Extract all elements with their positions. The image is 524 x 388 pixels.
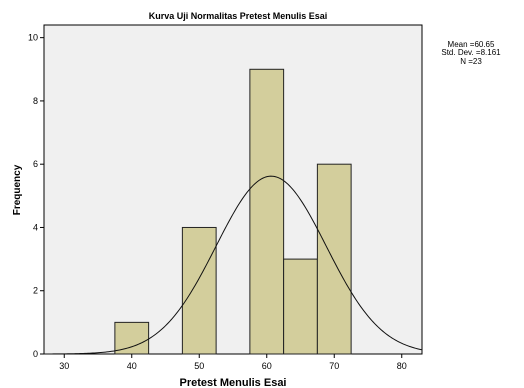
x-tick-label-40: 40 — [127, 361, 137, 371]
x-tick-label-80: 80 — [397, 361, 407, 371]
x-tick-label-30: 30 — [59, 361, 69, 371]
plot-area — [43, 24, 423, 355]
bars — [114, 68, 352, 355]
x-axis-label: Pretest Menulis Esai — [180, 377, 287, 388]
histogram-bar-4 — [283, 258, 318, 355]
y-tick-label-0: 0 — [33, 349, 38, 359]
y-tick-label-8: 8 — [33, 96, 38, 106]
stat-n: N =23 — [460, 57, 482, 66]
normal-curve — [44, 175, 423, 355]
stats-box: Mean =60.65 Std. Dev. =8.161 N =23 — [441, 40, 501, 66]
stat-std-dev: Std. Dev. =8.161 — [441, 48, 501, 57]
histogram-bar-5 — [316, 163, 352, 355]
y-tick-label-2: 2 — [33, 286, 38, 296]
histogram-bar-1 — [114, 321, 150, 355]
y-axis-label: Frequency — [12, 164, 23, 215]
x-tick-label-50: 50 — [194, 361, 204, 371]
stat-mean: Mean =60.65 — [448, 40, 495, 49]
y-tick-label-4: 4 — [33, 222, 38, 232]
x-tick-label-60: 60 — [262, 361, 272, 371]
histogram-bar-3 — [249, 68, 285, 355]
y-tick-label-6: 6 — [33, 159, 38, 169]
x-axis: 30 40 50 60 70 80 — [59, 354, 407, 371]
y-tick-label-10: 10 — [28, 33, 38, 43]
chart-title: Kurva Uji Normalitas Pretest Menulis Esa… — [149, 11, 328, 21]
histogram-bar-2 — [181, 226, 217, 355]
y-axis: 0 2 4 6 8 10 — [28, 33, 44, 359]
x-tick-label-70: 70 — [329, 361, 339, 371]
